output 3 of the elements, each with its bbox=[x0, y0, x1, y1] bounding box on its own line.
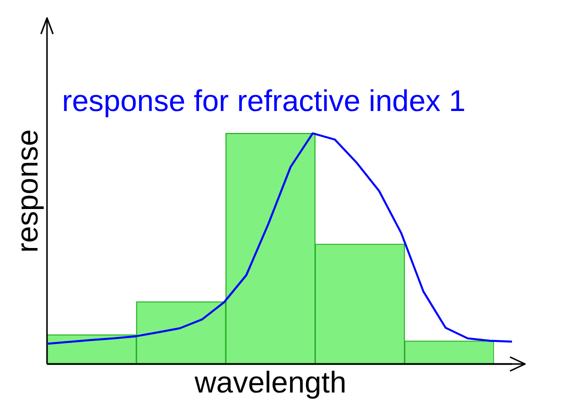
y-axis-title: response bbox=[11, 129, 44, 253]
x-axis-title: wavelength bbox=[194, 366, 346, 400]
series-label: response for refractive index 1 bbox=[62, 85, 466, 118]
